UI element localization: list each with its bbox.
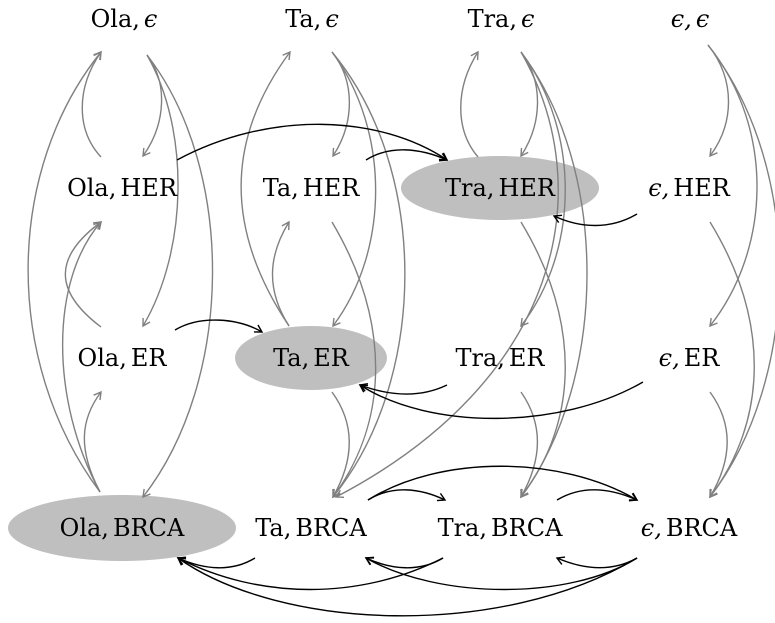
edge-ola-er-to-ta-er [174,319,264,333]
node-ta-er: Ta, ER [273,344,350,372]
node-eps-er: ϵ, ER [659,344,721,372]
edge-ta-her-to-tra-her [365,149,449,162]
node-tra-eps: Tra, ϵ [468,5,535,33]
edge-tra-eps-to-ta-brca [334,51,559,498]
edge-ta-eps-to-ta-brca [331,51,406,499]
node-eps-eps: ϵ, ϵ [671,5,710,33]
edge-eps-her-to-eps-brca [709,221,755,499]
edge-tra-brca-to-ta-brca [364,556,444,569]
edge-tra-her-to-tra-brca [520,221,566,499]
node-tra-er: Tra, ER [455,344,545,372]
edge-eps-er-to-eps-brca [709,391,728,499]
node-eps-brca: ϵ, BRCA [641,514,738,542]
black-edge-layer [174,123,644,617]
edge-tra-brca-to-eps-brca [556,489,639,502]
edge-tra-her-to-tra-eps [460,50,479,158]
edge-ta-brca-to-eps-brca [367,465,639,501]
edge-ola-brca-to-ola-her [61,220,102,493]
node-highlight-tra-her [401,156,599,220]
node-ta-brca: Ta, BRCA [255,514,367,542]
edge-eps-brca-to-ta-brca [364,557,638,591]
node-highlight-ola-brca [8,495,236,561]
node-ola-eps: Ola, ϵ [91,5,158,33]
node-ola-brca: Ola, BRCA [60,514,185,542]
node-ta-her: Ta, HER [263,174,361,202]
node-eps-her: ϵ, HER [648,174,731,202]
node-ta-eps: Ta, ϵ [285,5,339,33]
edge-ola-her-to-ola-eps [81,50,102,158]
node-label-layer: Ola, ϵ Ta, ϵ Tra, ϵ ϵ, ϵ Ola, HER Ta, HER Tra,… [60,5,738,542]
edge-ola-her-to-tra-her [176,123,449,161]
gray-edge-layer [27,44,775,499]
edge-ta-er-to-ta-brca [331,391,350,499]
edge-ola-eps-to-ola-her [142,54,163,158]
edge-ta-brca-to-tra-brca [367,489,447,502]
edge-ta-er-to-ta-eps [240,50,291,327]
node-ola-her: Ola, HER [67,174,178,202]
edge-eps-er-to-ta-er [358,381,644,420]
node-tra-her: Tra, HER [445,174,556,202]
edge-tra-eps-to-tra-brca [520,51,588,499]
edge-ola-er-to-ola-her [64,221,103,328]
edge-ola-brca-to-ola-er [83,390,102,493]
edge-eps-her-to-tra-her [552,213,638,227]
edge-ta-eps-to-ta-her [331,51,350,158]
edge-eps-brca-to-tra-brca [555,556,638,569]
edge-ola-eps-to-ola-brca [142,54,214,499]
edge-eps-eps-to-eps-brca [707,44,775,499]
edge-tra-er-to-ta-er [358,382,448,395]
edge-eps-eps-to-eps-er [707,44,758,328]
edge-tra-eps-to-tra-er [520,51,566,328]
edge-ta-eps-to-ta-er [331,51,377,328]
edge-ta-er-to-ta-her [271,220,290,327]
node-ola-er: Ola, ER [78,344,168,372]
edge-tra-er-to-tra-brca [520,391,539,499]
edge-ola-eps-to-ola-er [142,54,179,328]
node-tra-brca: Tra, BRCA [438,514,563,542]
edge-eps-brca-to-ola-brca [176,557,638,617]
edge-ta-her-to-ta-brca [331,221,377,499]
edge-tra-brca-to-ola-brca [176,556,444,591]
edge-ola-brca-to-ola-eps [27,50,102,493]
highlight-layer [8,156,599,561]
node-highlight-ta-er [235,326,387,390]
edge-eps-eps-to-eps-her [707,44,730,158]
